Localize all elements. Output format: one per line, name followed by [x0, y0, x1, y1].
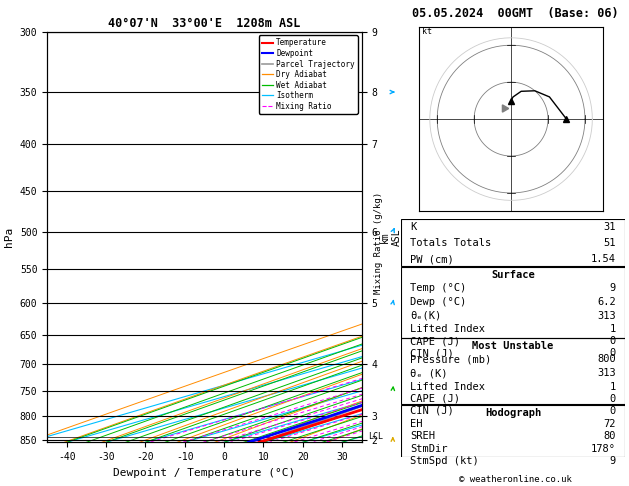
Text: © weatheronline.co.uk: © weatheronline.co.uk — [459, 474, 572, 484]
Text: Totals Totals: Totals Totals — [410, 238, 491, 248]
Text: 51: 51 — [603, 238, 616, 248]
Text: SREH: SREH — [410, 432, 435, 441]
Text: PW (cm): PW (cm) — [410, 254, 454, 264]
Text: 0: 0 — [610, 406, 616, 416]
Y-axis label: km
ASL: km ASL — [380, 228, 402, 246]
Text: Mixing Ratio (g/kg): Mixing Ratio (g/kg) — [374, 192, 383, 294]
Text: 0: 0 — [610, 336, 616, 347]
Text: LCL: LCL — [368, 432, 383, 441]
Text: 800: 800 — [597, 354, 616, 364]
Text: StmSpd (kt): StmSpd (kt) — [410, 456, 479, 466]
Text: 1.54: 1.54 — [591, 254, 616, 264]
Text: EH: EH — [410, 419, 423, 429]
Text: Temp (°C): Temp (°C) — [410, 283, 467, 293]
X-axis label: Dewpoint / Temperature (°C): Dewpoint / Temperature (°C) — [113, 468, 296, 478]
Text: Hodograph: Hodograph — [485, 408, 541, 418]
Text: CIN (J): CIN (J) — [410, 348, 454, 358]
Text: 31: 31 — [603, 222, 616, 232]
Text: 9: 9 — [610, 283, 616, 293]
Text: Pressure (mb): Pressure (mb) — [410, 354, 491, 364]
Text: 9: 9 — [610, 456, 616, 466]
Text: 05.05.2024  00GMT  (Base: 06): 05.05.2024 00GMT (Base: 06) — [413, 7, 619, 20]
Text: 0: 0 — [610, 394, 616, 404]
Text: 1: 1 — [610, 382, 616, 392]
Text: CIN (J): CIN (J) — [410, 406, 454, 416]
Text: 80: 80 — [603, 432, 616, 441]
Text: 178°: 178° — [591, 444, 616, 453]
Text: 313: 313 — [597, 368, 616, 378]
Y-axis label: hPa: hPa — [4, 227, 14, 247]
Text: CAPE (J): CAPE (J) — [410, 336, 460, 347]
Text: 313: 313 — [597, 311, 616, 321]
Text: Most Unstable: Most Unstable — [472, 341, 554, 351]
Text: Lifted Index: Lifted Index — [410, 382, 485, 392]
Text: θₑ(K): θₑ(K) — [410, 311, 442, 321]
Text: kt: kt — [423, 27, 432, 36]
Text: CAPE (J): CAPE (J) — [410, 394, 460, 404]
Text: Lifted Index: Lifted Index — [410, 325, 485, 334]
Text: StmDir: StmDir — [410, 444, 448, 453]
Legend: Temperature, Dewpoint, Parcel Trajectory, Dry Adiabat, Wet Adiabat, Isotherm, Mi: Temperature, Dewpoint, Parcel Trajectory… — [259, 35, 358, 114]
Text: Dewp (°C): Dewp (°C) — [410, 297, 467, 307]
Title: 40°07'N  33°00'E  1208m ASL: 40°07'N 33°00'E 1208m ASL — [108, 17, 301, 31]
Text: 1: 1 — [610, 325, 616, 334]
Text: K: K — [410, 222, 416, 232]
Text: 6.2: 6.2 — [597, 297, 616, 307]
Text: 0: 0 — [610, 348, 616, 358]
Text: θₑ (K): θₑ (K) — [410, 368, 448, 378]
Text: Surface: Surface — [491, 270, 535, 279]
Text: 72: 72 — [603, 419, 616, 429]
